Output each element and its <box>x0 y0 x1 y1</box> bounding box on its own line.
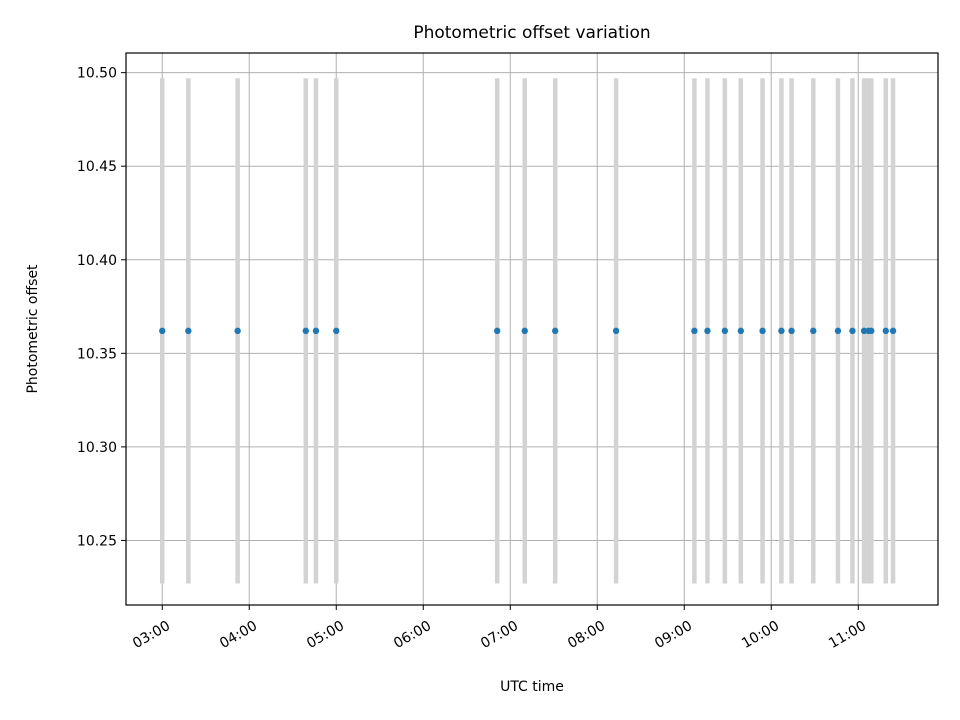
y-axis-ticks: 10.25 10.30 10.35 10.40 10.45 10.50 <box>77 66 126 549</box>
data-point <box>882 327 889 335</box>
data-point <box>302 327 309 335</box>
data-point <box>234 327 241 335</box>
data-point <box>333 327 340 335</box>
x-axis-label: UTC time <box>500 679 564 695</box>
y-tick-label: 10.45 <box>77 159 117 175</box>
data-point <box>612 327 620 335</box>
y-tick-label: 10.25 <box>77 533 117 549</box>
data-point <box>810 327 817 335</box>
data-point <box>691 327 698 335</box>
plot-area-frame <box>125 52 939 606</box>
data-point <box>721 327 729 335</box>
data-point <box>889 327 897 335</box>
y-axis-label: Photometric offset <box>25 264 41 394</box>
data-point <box>552 327 559 335</box>
y-tick-label: 10.50 <box>77 66 117 82</box>
data-point <box>704 327 711 335</box>
data-point <box>868 327 875 335</box>
chart-title: Photometric offset variation <box>413 23 650 43</box>
grid <box>126 53 938 605</box>
data-point <box>834 327 842 335</box>
y-tick-label: 10.40 <box>77 253 117 269</box>
data-point <box>737 327 744 335</box>
data-point <box>185 327 192 335</box>
data-point <box>759 327 766 335</box>
y-tick-label: 10.35 <box>77 346 117 362</box>
data-point <box>312 327 320 335</box>
y-tick-label: 10.30 <box>77 440 117 456</box>
data-point <box>521 327 528 335</box>
data-point <box>494 327 501 335</box>
data-point <box>849 327 856 335</box>
data-point <box>788 327 795 335</box>
data-point <box>778 327 785 335</box>
data-points <box>159 327 897 335</box>
data-point <box>159 327 166 335</box>
